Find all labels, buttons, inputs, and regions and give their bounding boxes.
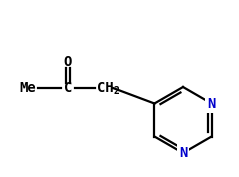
- Text: 2: 2: [113, 86, 119, 96]
- Text: O: O: [64, 55, 72, 69]
- Text: N: N: [207, 96, 216, 110]
- Text: CH: CH: [97, 81, 113, 95]
- Text: C: C: [64, 81, 72, 95]
- Text: N: N: [179, 146, 187, 160]
- Text: Me: Me: [20, 81, 36, 95]
